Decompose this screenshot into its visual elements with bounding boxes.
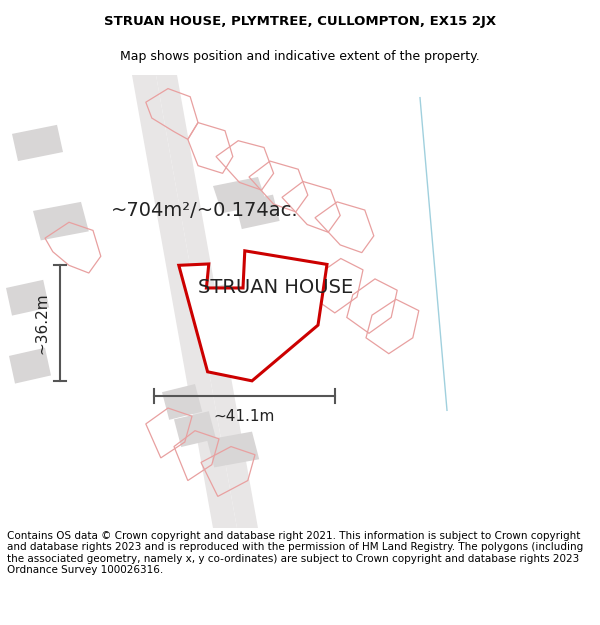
Text: Map shows position and indicative extent of the property.: Map shows position and indicative extent…	[120, 50, 480, 62]
Polygon shape	[174, 411, 216, 447]
Polygon shape	[156, 75, 258, 528]
Polygon shape	[200, 316, 245, 352]
Text: STRUAN HOUSE, PLYMTREE, CULLOMPTON, EX15 2JX: STRUAN HOUSE, PLYMTREE, CULLOMPTON, EX15…	[104, 14, 496, 28]
Text: ~704m²/~0.174ac.: ~704m²/~0.174ac.	[111, 201, 299, 221]
Polygon shape	[6, 280, 49, 316]
Polygon shape	[33, 202, 89, 241]
Polygon shape	[186, 284, 233, 320]
Polygon shape	[9, 348, 51, 384]
Polygon shape	[179, 251, 327, 381]
Text: Contains OS data © Crown copyright and database right 2021. This information is : Contains OS data © Crown copyright and d…	[7, 531, 583, 576]
Polygon shape	[12, 125, 63, 161]
Polygon shape	[235, 194, 280, 229]
Polygon shape	[162, 384, 202, 420]
Polygon shape	[213, 177, 267, 213]
Text: STRUAN HOUSE: STRUAN HOUSE	[199, 279, 353, 298]
Text: ~36.2m: ~36.2m	[34, 292, 49, 354]
Text: ~41.1m: ~41.1m	[214, 409, 275, 424]
Polygon shape	[207, 432, 259, 468]
Polygon shape	[132, 75, 237, 528]
